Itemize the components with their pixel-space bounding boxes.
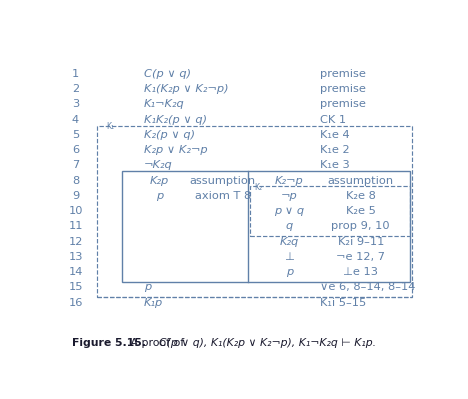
Text: 7: 7 bbox=[72, 160, 79, 170]
Bar bbox=[250, 186, 410, 236]
Text: 11: 11 bbox=[68, 221, 83, 231]
Text: p: p bbox=[286, 267, 293, 277]
Text: ¬K₂q: ¬K₂q bbox=[144, 160, 173, 170]
Text: K₁¬K₂q: K₁¬K₂q bbox=[144, 99, 184, 109]
Text: 13: 13 bbox=[68, 252, 83, 262]
Text: Figure 5.15.: Figure 5.15. bbox=[73, 338, 146, 348]
Text: K₁e 4: K₁e 4 bbox=[321, 130, 350, 140]
Text: K₂e 8: K₂e 8 bbox=[346, 191, 376, 201]
Text: K₁e 2: K₁e 2 bbox=[321, 145, 350, 155]
Text: K₂i 9–11: K₂i 9–11 bbox=[337, 237, 384, 247]
Text: K₂p ∨ K₂¬p: K₂p ∨ K₂¬p bbox=[144, 145, 207, 155]
Text: 10: 10 bbox=[68, 206, 83, 216]
Text: 3: 3 bbox=[72, 99, 79, 109]
Text: K₂: K₂ bbox=[254, 183, 262, 192]
Text: K₁e 3: K₁e 3 bbox=[321, 160, 350, 170]
Text: 1: 1 bbox=[72, 69, 79, 79]
Text: C(p ∨ q), K₁(K₂p ∨ K₂¬p), K₁¬K₂q ⊢ K₁p.: C(p ∨ q), K₁(K₂p ∨ K₂¬p), K₁¬K₂q ⊢ K₁p. bbox=[159, 338, 376, 348]
Text: K₁K₂(p ∨ q): K₁K₂(p ∨ q) bbox=[144, 115, 207, 125]
Text: K₂q: K₂q bbox=[280, 237, 299, 247]
Text: CK 1: CK 1 bbox=[321, 115, 347, 125]
Text: 14: 14 bbox=[68, 267, 83, 277]
Text: assumption: assumption bbox=[190, 176, 256, 186]
Text: p ∨ q: p ∨ q bbox=[274, 206, 305, 216]
Text: q: q bbox=[286, 221, 293, 231]
Text: K₂e 5: K₂e 5 bbox=[346, 206, 376, 216]
Text: K₁p: K₁p bbox=[144, 298, 163, 308]
Text: 2: 2 bbox=[72, 84, 79, 94]
Text: premise: premise bbox=[321, 84, 366, 94]
Text: 9: 9 bbox=[72, 191, 79, 201]
Text: 4: 4 bbox=[72, 115, 79, 125]
Text: premise: premise bbox=[321, 69, 366, 79]
Text: prop 9, 10: prop 9, 10 bbox=[331, 221, 390, 231]
Text: 15: 15 bbox=[68, 282, 83, 292]
Text: ∨e 6, 8–14, 8–14: ∨e 6, 8–14, 8–14 bbox=[321, 282, 416, 292]
Text: 5: 5 bbox=[72, 130, 79, 140]
Text: premise: premise bbox=[321, 99, 366, 109]
Text: 8: 8 bbox=[72, 176, 79, 186]
Text: A proof of: A proof of bbox=[127, 338, 188, 348]
Text: K₁i 5–15: K₁i 5–15 bbox=[321, 298, 367, 308]
Text: 16: 16 bbox=[68, 298, 83, 308]
Text: ¬e 12, 7: ¬e 12, 7 bbox=[336, 252, 385, 262]
Bar bbox=[122, 171, 410, 282]
Text: K₁(K₂p ∨ K₂¬p): K₁(K₂p ∨ K₂¬p) bbox=[144, 84, 228, 94]
Text: C(p ∨ q): C(p ∨ q) bbox=[144, 69, 191, 79]
Text: p: p bbox=[156, 191, 163, 201]
Text: K₂p: K₂p bbox=[150, 176, 169, 186]
Text: ¬p: ¬p bbox=[281, 191, 298, 201]
Text: p: p bbox=[144, 282, 151, 292]
Text: 6: 6 bbox=[72, 145, 79, 155]
Bar bbox=[97, 126, 412, 297]
Text: assumption: assumption bbox=[328, 176, 394, 186]
Text: K₂(p ∨ q): K₂(p ∨ q) bbox=[144, 130, 195, 140]
Text: K₂¬p: K₂¬p bbox=[275, 176, 304, 186]
Text: 12: 12 bbox=[68, 237, 83, 247]
Text: K₁: K₁ bbox=[106, 122, 114, 131]
Text: ⊥e 13: ⊥e 13 bbox=[343, 267, 378, 277]
Text: ⊥: ⊥ bbox=[285, 252, 294, 262]
Text: axiom T 8: axiom T 8 bbox=[195, 191, 251, 201]
